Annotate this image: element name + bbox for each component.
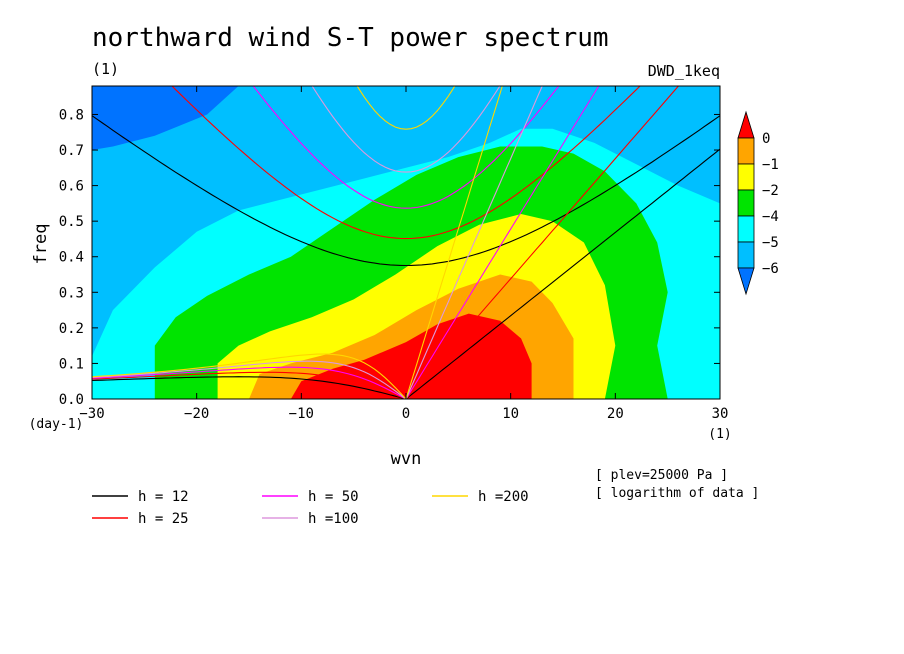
colorbar-segment — [737, 241, 755, 269]
inertia-gravity-curve-h12 — [92, 115, 720, 267]
kelvin-curve-h200 — [405, 86, 503, 399]
kelvin-curve-h100 — [405, 86, 543, 399]
log-note: [ logarithm of data ] — [595, 486, 759, 501]
colorbar: 0 −1 −2 −4 −5 −6 — [737, 110, 779, 296]
rossby-curve-h25 — [92, 371, 407, 399]
y-tick-label: 0.3 — [59, 285, 84, 301]
inertia-gravity-curve-h100 — [311, 86, 501, 173]
y-tick-label: 0.7 — [59, 143, 84, 159]
y-tick-label: 0.1 — [59, 356, 84, 372]
x-axis-label: wvn — [391, 449, 422, 469]
colorbar-top-triangle — [737, 110, 755, 139]
x-axis-unit: (1) — [708, 427, 731, 442]
contour-fill-minus6 — [92, 86, 239, 150]
x-tick-label: 20 — [607, 406, 624, 422]
kelvin-curve-h50 — [405, 86, 600, 399]
legend-label: h = 50 — [308, 489, 359, 505]
y-tick-label: 0.5 — [59, 214, 84, 230]
inertia-gravity-curve-h200 — [356, 86, 456, 130]
colorbar-segment — [737, 163, 755, 191]
y-axis-label: freq — [31, 224, 51, 265]
plev-note: [ plev=25000 Pa ] — [595, 468, 728, 483]
rossby-curve-h200 — [92, 353, 407, 399]
y-tick-label: 0.6 — [59, 179, 84, 195]
x-axis: −30 −20 −10 0 10 20 30 — [79, 86, 728, 422]
x-tick-label: −20 — [184, 406, 209, 422]
contour-fill-0 — [290, 313, 532, 399]
kelvin-curve-h25 — [405, 86, 680, 399]
kelvin-curve-h12 — [405, 148, 720, 399]
inertia-gravity-curve-h50 — [252, 86, 560, 209]
legend-label: h = 12 — [138, 489, 189, 505]
rossby-curve-h12 — [92, 376, 407, 399]
legend: h = 12 h = 25 h = 50 h =100 h =200 — [92, 489, 529, 527]
rossby-curve-h100 — [92, 360, 407, 399]
colorbar-tick-label: 0 — [762, 131, 770, 147]
colorbar-segment — [737, 215, 755, 243]
colorbar-tick-label: −5 — [762, 235, 779, 251]
rossby-curve-h50 — [92, 366, 407, 399]
y-axis: 0.0 0.1 0.2 0.3 0.4 0.5 0.6 0.7 0.8 — [59, 107, 720, 408]
chart-title: northward wind S-T power spectrum — [92, 23, 609, 53]
colorbar-tick-label: −6 — [762, 261, 779, 277]
colorbar-tick-label: −4 — [762, 209, 779, 225]
y-tick-label: 0.8 — [59, 107, 84, 123]
experiment-label: DWD_1keq — [648, 62, 720, 80]
colorbar-segment — [737, 189, 755, 217]
colorbar-segment — [737, 137, 755, 165]
inertia-gravity-curve-h25 — [171, 86, 641, 240]
legend-label: h =100 — [308, 511, 359, 527]
legend-label: h = 25 — [138, 511, 189, 527]
colorbar-tick-label: −2 — [762, 183, 779, 199]
legend-label: h =200 — [478, 489, 529, 505]
x-tick-label: 30 — [712, 406, 729, 422]
plot-area — [92, 86, 720, 399]
colorbar-tick-label: −1 — [762, 157, 779, 173]
y-tick-label: 0.0 — [59, 392, 84, 408]
x-tick-label: −30 — [79, 406, 104, 422]
y-axis-unit: (day-1) — [29, 417, 84, 432]
units-left: (1) — [92, 60, 119, 78]
colorbar-bottom-triangle — [737, 267, 755, 296]
x-tick-label: 0 — [402, 406, 410, 422]
y-tick-label: 0.4 — [59, 250, 84, 266]
y-tick-label: 0.2 — [59, 321, 84, 337]
x-tick-label: −10 — [289, 406, 314, 422]
x-tick-label: 10 — [502, 406, 519, 422]
